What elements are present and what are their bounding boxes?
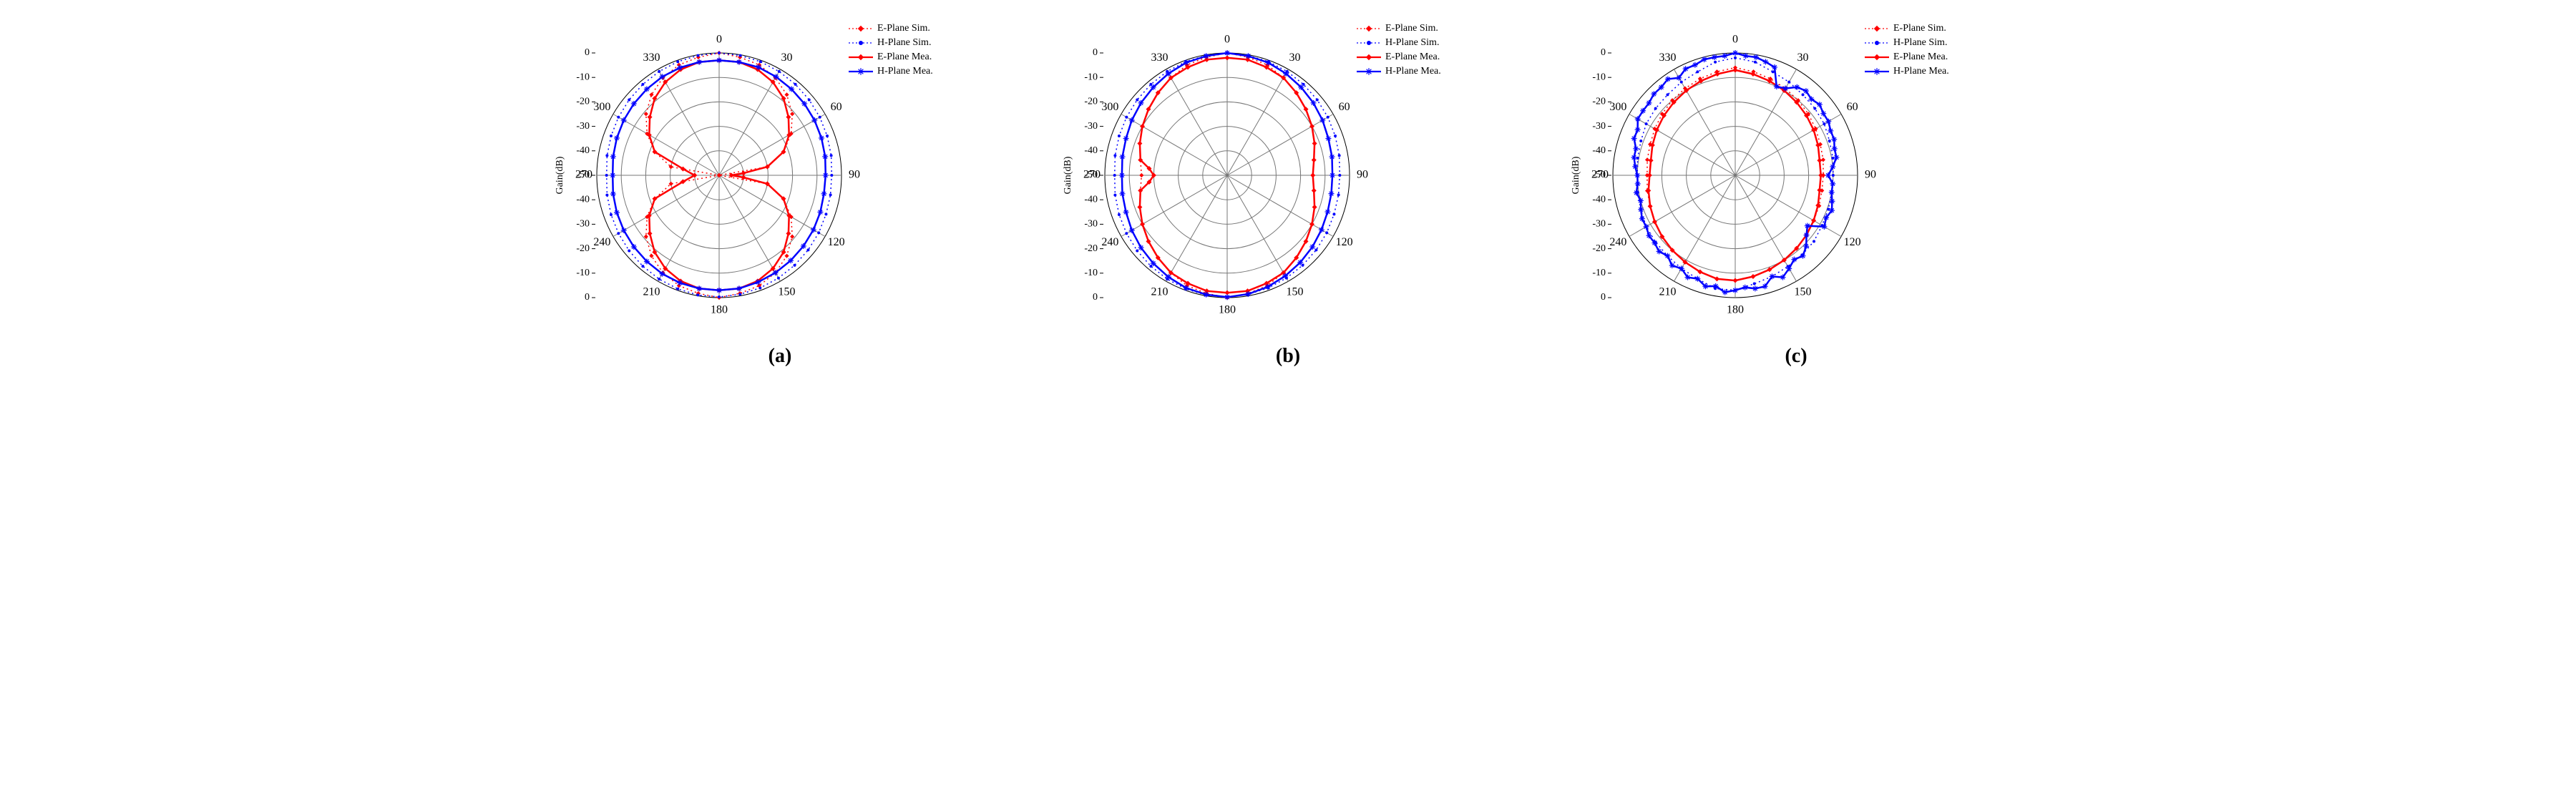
svg-text:H-Plane Sim.: H-Plane Sim. (877, 37, 931, 48)
svg-text:0: 0 (1601, 47, 1606, 58)
svg-text:-40: -40 (1592, 194, 1606, 205)
svg-text:120: 120 (1844, 236, 1861, 248)
svg-text:180: 180 (1727, 304, 1744, 316)
svg-text:300: 300 (593, 101, 610, 113)
svg-text:300: 300 (1101, 101, 1118, 113)
svg-text:300: 300 (1609, 101, 1626, 113)
svg-text:E-Plane Mea.: E-Plane Mea. (1893, 52, 1948, 62)
svg-text:240: 240 (1609, 236, 1626, 248)
svg-text:E-Plane Sim.: E-Plane Sim. (1893, 23, 1946, 34)
svg-text:-30: -30 (1592, 121, 1606, 132)
svg-text:240: 240 (593, 236, 610, 248)
svg-text:0: 0 (1093, 292, 1098, 303)
svg-text:H-Plane Mea.: H-Plane Mea. (1385, 66, 1441, 77)
svg-text:-20: -20 (1592, 97, 1606, 107)
svg-text:-50: -50 (576, 170, 590, 180)
svg-text:-50: -50 (1084, 170, 1098, 180)
svg-text:-40: -40 (576, 194, 590, 205)
subplot-label-b: (b) (1276, 345, 1300, 368)
svg-text:E-Plane Sim.: E-Plane Sim. (1385, 23, 1438, 34)
svg-text:H-Plane Mea.: H-Plane Mea. (877, 66, 933, 77)
svg-text:-10: -10 (1084, 72, 1098, 82)
svg-text:H-Plane Sim.: H-Plane Sim. (1893, 37, 1947, 48)
svg-text:-20: -20 (1084, 243, 1098, 254)
svg-text:330: 330 (1151, 52, 1169, 64)
svg-text:240: 240 (1101, 236, 1118, 248)
svg-text:0: 0 (1601, 292, 1606, 303)
svg-text:E-Plane Sim.: E-Plane Sim. (877, 23, 930, 34)
svg-text:0: 0 (585, 47, 590, 58)
svg-text:Gain(dB): Gain(dB) (555, 156, 565, 194)
svg-text:-20: -20 (576, 243, 590, 254)
svg-text:-20: -20 (1084, 97, 1098, 107)
svg-text:330: 330 (1659, 52, 1677, 64)
svg-text:-10: -10 (1084, 268, 1098, 278)
svg-text:150: 150 (1795, 285, 1812, 298)
svg-text:Gain(dB): Gain(dB) (1571, 156, 1581, 194)
svg-text:210: 210 (1659, 285, 1677, 298)
svg-text:-10: -10 (1592, 268, 1606, 278)
svg-text:30: 30 (1797, 52, 1809, 64)
svg-text:90: 90 (1357, 169, 1368, 181)
polar-chart-b: 03060901201501802102402703003300-10-20-3… (1048, 14, 1528, 336)
svg-text:E-Plane Mea.: E-Plane Mea. (877, 52, 932, 62)
svg-text:-10: -10 (1592, 72, 1606, 82)
svg-text:90: 90 (849, 169, 860, 181)
svg-text:E-Plane Mea.: E-Plane Mea. (1385, 52, 1440, 62)
polar-panel-b: 03060901201501802102402703003300-10-20-3… (1048, 14, 1528, 368)
svg-text:30: 30 (781, 52, 793, 64)
svg-text:0: 0 (716, 34, 722, 46)
svg-text:0: 0 (585, 292, 590, 303)
svg-text:330: 330 (643, 52, 660, 64)
svg-text:150: 150 (1287, 285, 1304, 298)
svg-text:90: 90 (1865, 169, 1876, 181)
svg-text:180: 180 (711, 304, 728, 316)
polar-chart-a: 03060901201501802102402703003300-10-20-3… (540, 14, 1020, 336)
svg-text:210: 210 (1151, 285, 1169, 298)
svg-text:60: 60 (1339, 101, 1350, 113)
svg-text:-30: -30 (576, 121, 590, 132)
svg-text:-30: -30 (1084, 121, 1098, 132)
svg-text:-30: -30 (576, 219, 590, 230)
svg-text:-40: -40 (576, 145, 590, 156)
svg-text:210: 210 (643, 285, 660, 298)
svg-text:120: 120 (1336, 236, 1353, 248)
svg-text:0: 0 (1093, 47, 1098, 58)
svg-text:180: 180 (1219, 304, 1236, 316)
svg-text:-40: -40 (1084, 145, 1098, 156)
svg-text:-50: -50 (1592, 170, 1606, 180)
polar-chart-c: 03060901201501802102402703003300-10-20-3… (1556, 14, 2036, 336)
subplot-label-c: (c) (1785, 345, 1807, 368)
svg-text:0: 0 (1224, 34, 1230, 46)
svg-text:60: 60 (831, 101, 842, 113)
svg-text:H-Plane Mea.: H-Plane Mea. (1893, 66, 1949, 77)
svg-text:Gain(dB): Gain(dB) (1063, 156, 1073, 194)
svg-text:-10: -10 (576, 72, 590, 82)
svg-text:60: 60 (1847, 101, 1858, 113)
svg-text:120: 120 (828, 236, 845, 248)
svg-text:0: 0 (1732, 34, 1738, 46)
svg-text:-30: -30 (1084, 219, 1098, 230)
polar-panel-a: 03060901201501802102402703003300-10-20-3… (540, 14, 1020, 368)
svg-text:150: 150 (779, 285, 796, 298)
svg-text:30: 30 (1289, 52, 1301, 64)
svg-text:-20: -20 (1592, 243, 1606, 254)
svg-text:-40: -40 (1084, 194, 1098, 205)
polar-panel-c: 03060901201501802102402703003300-10-20-3… (1556, 14, 2036, 368)
svg-text:-30: -30 (1592, 219, 1606, 230)
svg-text:-20: -20 (576, 97, 590, 107)
subplot-label-a: (a) (769, 345, 792, 368)
svg-text:-10: -10 (576, 268, 590, 278)
svg-text:-40: -40 (1592, 145, 1606, 156)
svg-text:H-Plane Sim.: H-Plane Sim. (1385, 37, 1439, 48)
